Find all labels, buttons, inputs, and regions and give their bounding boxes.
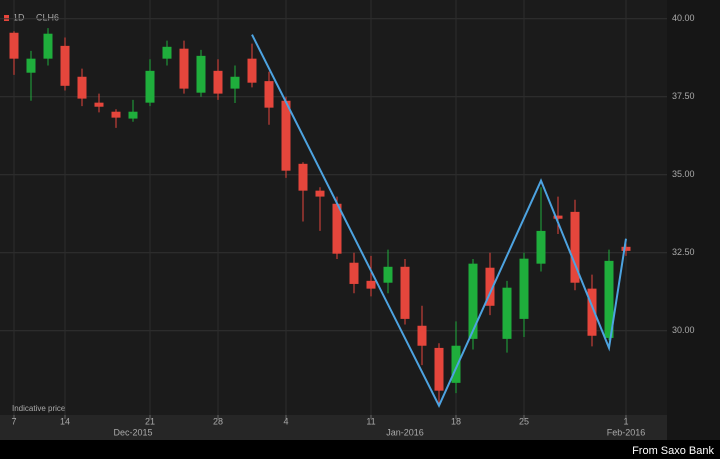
candle-body <box>332 203 342 254</box>
symbol: CLH6 <box>36 12 59 22</box>
candle-body <box>536 230 546 264</box>
candle-body <box>162 46 172 59</box>
x-axis-area <box>0 415 667 440</box>
x-tick-label: 28 <box>213 416 223 426</box>
symbol-marker <box>4 15 9 21</box>
candle-body <box>77 76 87 99</box>
candle-body <box>485 267 495 306</box>
candle-body <box>502 287 512 339</box>
candle-body <box>553 215 563 219</box>
x-tick-label: 14 <box>60 416 70 426</box>
candle-body <box>400 266 410 319</box>
candle-body <box>315 190 325 197</box>
candle-body <box>145 70 155 103</box>
x-tick-label: 7 <box>11 416 16 426</box>
candle-body <box>298 163 308 191</box>
candle-body <box>417 325 427 346</box>
y-tick-label: 30.00 <box>672 325 695 335</box>
y-axis-area <box>667 0 720 440</box>
candle-body <box>383 266 393 283</box>
candle-body <box>230 76 240 89</box>
candle-body <box>179 48 189 89</box>
x-group-label: Feb-2016 <box>607 427 646 437</box>
candle-body <box>366 280 376 289</box>
candle-body <box>94 102 104 107</box>
candle-body <box>128 111 138 119</box>
source: From Saxo Bank <box>632 445 714 457</box>
x-tick-label: 25 <box>519 416 529 426</box>
x-tick-label: 21 <box>145 416 155 426</box>
y-tick-label: 40.00 <box>672 13 695 23</box>
candle-body <box>9 32 19 59</box>
candle-body <box>281 100 291 171</box>
x-group-label: Dec-2015 <box>113 427 152 437</box>
candle-body <box>26 58 36 73</box>
x-tick-label: 4 <box>283 416 288 426</box>
candle-body <box>621 246 631 251</box>
candle-body <box>196 55 206 93</box>
y-tick-label: 32.50 <box>672 247 695 257</box>
candle-body <box>43 33 53 59</box>
candle-body <box>247 58 257 83</box>
x-tick-label: 1 <box>623 416 628 426</box>
candle-body <box>213 70 223 94</box>
x-tick-label: 11 <box>366 416 375 426</box>
candle-body <box>60 45 70 86</box>
candle-body <box>451 345 461 383</box>
candle-body <box>570 211 580 283</box>
candle-body <box>111 111 121 118</box>
x-group-label: Jan-2016 <box>386 427 424 437</box>
candle-body <box>519 258 529 319</box>
y-tick-label: 35.00 <box>672 169 695 179</box>
candle-body <box>604 260 614 338</box>
candle-body <box>434 347 444 391</box>
candle-body <box>349 262 359 284</box>
candle-body <box>468 263 478 339</box>
x-tick-label: 18 <box>451 416 461 426</box>
candle-body <box>587 288 597 336</box>
y-tick-label: 37.50 <box>672 91 695 101</box>
trend-line <box>251 34 627 408</box>
interval: 1D <box>13 12 25 22</box>
candle-body <box>264 81 274 108</box>
note: Indicative price <box>12 404 66 413</box>
